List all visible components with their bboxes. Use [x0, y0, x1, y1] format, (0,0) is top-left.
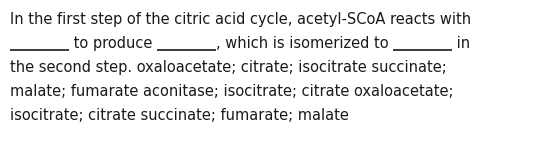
- Text: , which is isomerized to: , which is isomerized to: [216, 36, 393, 51]
- Text: In the first step of the citric acid cycle, acetyl-SCoA reacts with: In the first step of the citric acid cyc…: [10, 12, 471, 27]
- Text: the second step. oxaloacetate; citrate; isocitrate succinate;: the second step. oxaloacetate; citrate; …: [10, 60, 447, 75]
- Text: to produce: to produce: [69, 36, 157, 51]
- Text: malate; fumarate aconitase; isocitrate; citrate oxaloacetate;: malate; fumarate aconitase; isocitrate; …: [10, 84, 454, 99]
- Text: in: in: [452, 36, 470, 51]
- Text: isocitrate; citrate succinate; fumarate; malate: isocitrate; citrate succinate; fumarate;…: [10, 108, 349, 123]
